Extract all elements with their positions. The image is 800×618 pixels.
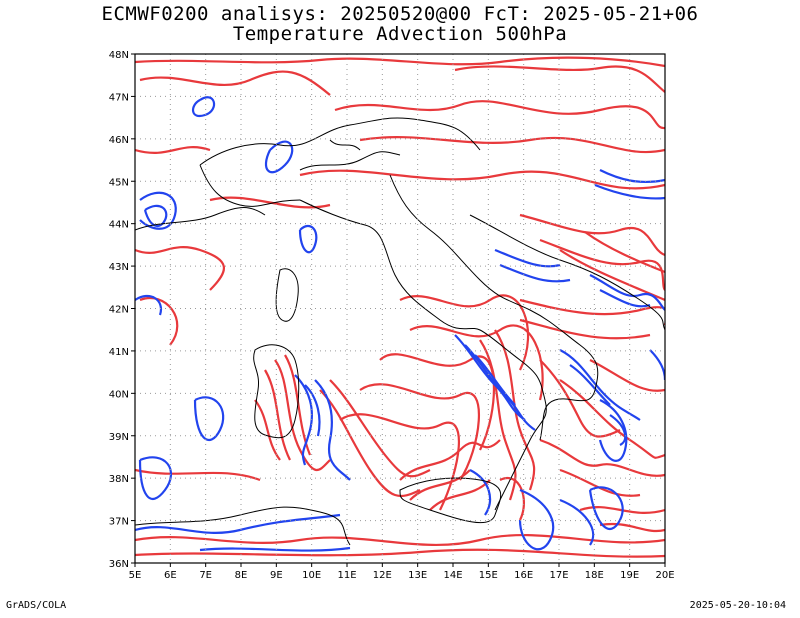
advection-contours: [135, 56, 665, 558]
lon-tick-label: 9E: [270, 570, 283, 581]
lon-tick-label: 18E: [585, 570, 604, 581]
lat-lon-grid: [135, 54, 665, 563]
software-credit: GrADS/COLA: [6, 600, 67, 611]
lon-tick-label: 14E: [443, 570, 462, 581]
lon-tick-label: 17E: [549, 570, 568, 581]
lon-tick-label: 16E: [514, 570, 533, 581]
lon-tick-label: 12E: [373, 570, 392, 581]
lat-tick-label: 41N: [109, 347, 129, 358]
latitude-axis: 36N 37N 38N 39N 40N 41N 42N 43N 44N 45N 46N 47N 48N: [109, 50, 135, 570]
map-title-line2: Temperature Advection 500hPa: [232, 23, 568, 45]
lon-tick-label: 7E: [199, 570, 212, 581]
cold-advection-contours: [135, 96, 665, 552]
lat-tick-label: 37N: [109, 517, 129, 528]
lon-tick-label: 8E: [235, 570, 248, 581]
lat-tick-label: 36N: [109, 559, 129, 570]
lat-tick-label: 48N: [109, 50, 129, 61]
coastlines-and-borders: [135, 117, 665, 546]
warm-advection-contours: [135, 56, 665, 558]
lon-tick-label: 10E: [302, 570, 321, 581]
longitude-axis: 5E 6E 7E 8E 9E 10E 11E 12E 13E 14E 15E 16E 17E 18E 19E…: [129, 563, 675, 581]
lat-tick-label: 45N: [109, 177, 129, 188]
render-timestamp: 2025-05-20-10:04: [689, 600, 786, 611]
map-title-line1: ECMWF0200 analisys: 20250520@00 FcT: 202…: [101, 3, 699, 25]
lon-tick-label: 6E: [164, 570, 177, 581]
lon-tick-label: 5E: [129, 570, 142, 581]
lon-tick-label: 11E: [337, 570, 356, 581]
lat-tick-label: 40N: [109, 389, 129, 400]
lat-tick-label: 44N: [109, 220, 129, 231]
lon-tick-label: 15E: [479, 570, 498, 581]
lat-tick-label: 47N: [109, 92, 129, 103]
lat-tick-label: 39N: [109, 432, 129, 443]
lat-tick-label: 38N: [109, 474, 129, 485]
lon-tick-label: 20E: [655, 570, 674, 581]
lat-tick-label: 46N: [109, 135, 129, 146]
lon-tick-label: 19E: [620, 570, 639, 581]
lat-tick-label: 43N: [109, 262, 129, 273]
lon-tick-label: 13E: [408, 570, 427, 581]
lat-tick-label: 42N: [109, 305, 129, 316]
